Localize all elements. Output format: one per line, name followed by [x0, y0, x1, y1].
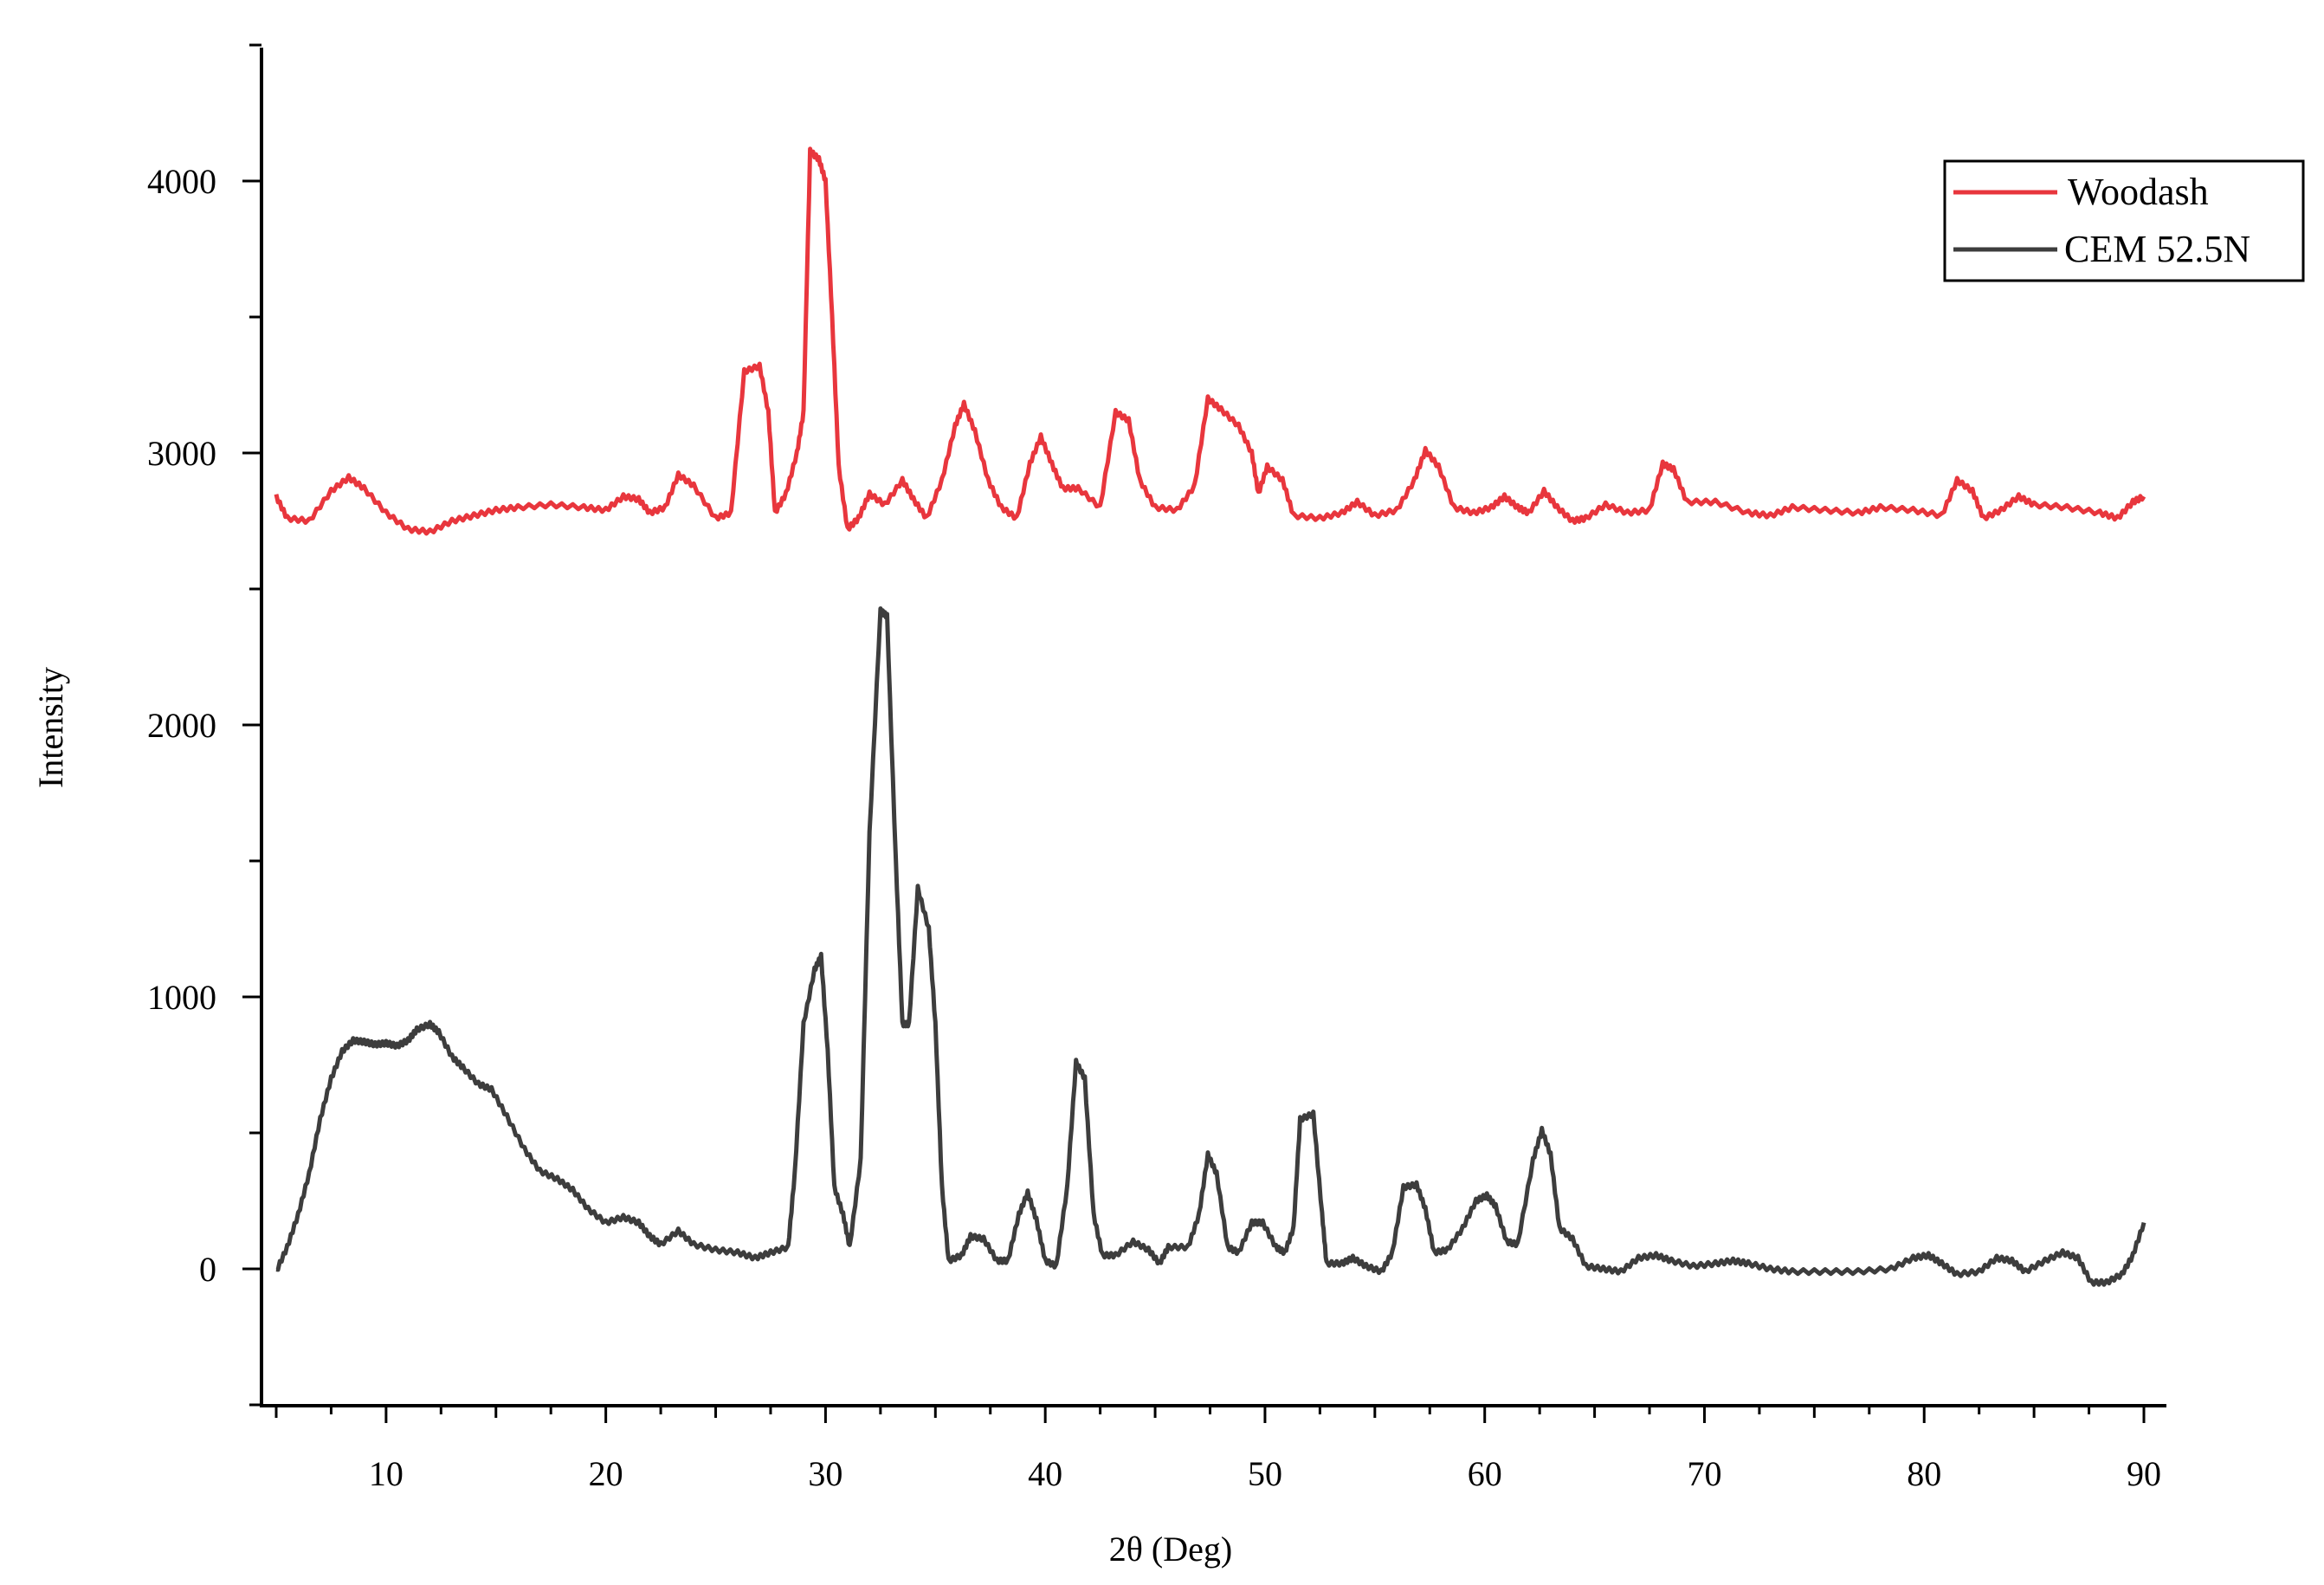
x-tick-label: 30: [808, 1454, 842, 1493]
legend-label-woodash: Woodash: [2068, 171, 2209, 213]
y-tick-label: 4000: [147, 162, 216, 201]
y-tick-label: 1000: [147, 978, 216, 1017]
series-layer: [274, 146, 2146, 1287]
x-tick-label: 60: [1468, 1454, 1502, 1493]
x-tick-label: 20: [589, 1454, 623, 1493]
legend-label-cem: CEM 52.5N: [2064, 228, 2250, 270]
x-axis-title: 2θ (Deg): [1109, 1530, 1232, 1569]
y-ticks: 0 1000 2000 3000 4000: [147, 43, 261, 1407]
series-line-woodash: [274, 146, 2146, 536]
y-tick-label: 2000: [147, 706, 216, 745]
series-line-cem-52-5n: [275, 606, 2146, 1287]
x-tick-label: 90: [2127, 1454, 2161, 1493]
x-tick-label: 80: [1907, 1454, 1941, 1493]
x-tick-label: 10: [369, 1454, 403, 1493]
y-tick-label: 3000: [147, 434, 216, 473]
y-tick-label: 0: [199, 1250, 216, 1289]
legend: Woodash CEM 52.5N: [1943, 159, 2305, 282]
y-axis-title: Intensity: [31, 667, 70, 788]
x-tick-label: 70: [1687, 1454, 1721, 1493]
legend-box: [1943, 159, 2305, 282]
axes: [260, 48, 2166, 1407]
x-ticks: 10 20 30 40 50 60 70 80 90: [274, 1406, 2161, 1493]
x-tick-label: 40: [1028, 1454, 1062, 1493]
x-tick-label: 50: [1248, 1454, 1282, 1493]
